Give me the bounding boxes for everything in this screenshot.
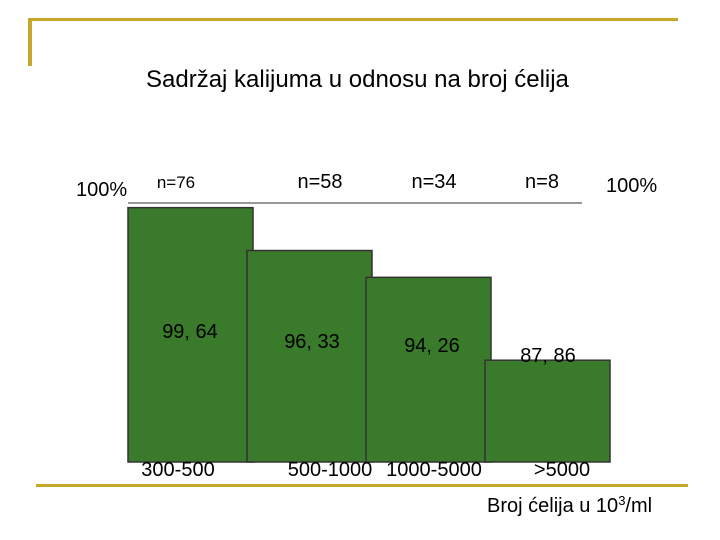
value-label-2: 94, 26	[404, 335, 460, 357]
value-label-3: 87, 86	[520, 345, 576, 367]
decor-top-line	[28, 18, 678, 21]
labels-layer: n=76 99, 64 300-500 n=58 96, 33 500-1000 n=34 9…	[141, 171, 590, 481]
x-axis-label-base: Broj ćelija u 10	[487, 495, 618, 517]
reference-label-right: 100%	[606, 175, 657, 197]
x-axis-label-suffix: /ml	[625, 495, 652, 517]
category-label-0: 300-500	[141, 459, 214, 481]
category-label-1: 500-1000	[288, 459, 373, 481]
count-label-3: n=8	[525, 171, 559, 193]
bars-layer	[127, 206, 611, 463]
decor-vertical-bar	[28, 18, 32, 66]
category-label-3: >5000	[534, 459, 590, 481]
count-label-2: n=34	[411, 171, 456, 193]
reference-label-left: 100%	[76, 179, 127, 201]
value-label-0: 99, 64	[162, 321, 218, 343]
bar-2	[365, 276, 492, 463]
value-label-1: 96, 33	[284, 331, 340, 353]
slide-title: Sadržaj kalijuma u odnosu na broj ćelija	[146, 66, 569, 93]
bar-3	[484, 359, 611, 463]
category-label-2: 1000-5000	[386, 459, 482, 481]
count-label-0: n=76	[157, 173, 195, 192]
count-label-1: n=58	[297, 171, 342, 193]
bar-0	[127, 206, 254, 463]
bar-1	[246, 249, 373, 463]
x-axis-label: Broj ćelija u 103/ml	[487, 493, 652, 518]
x-axis-label-sup: 3	[618, 493, 625, 508]
decor-bottom-line	[36, 484, 688, 487]
